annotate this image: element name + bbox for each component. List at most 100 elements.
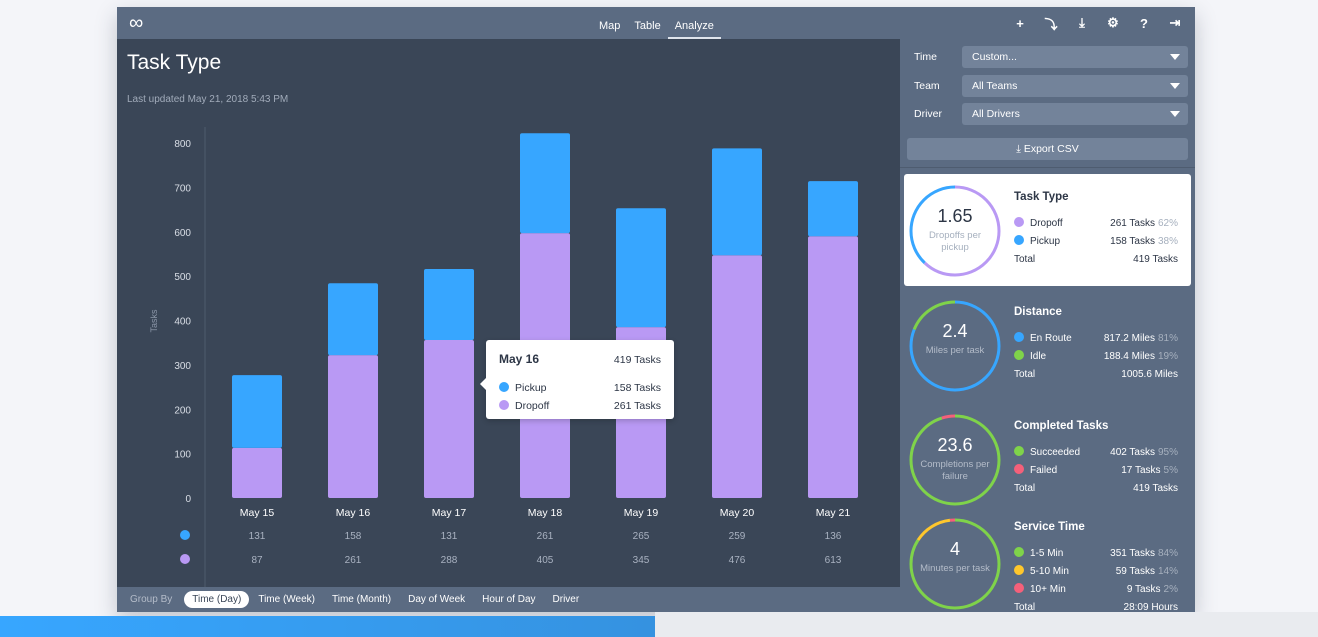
donut-segment-idle [909, 300, 1001, 392]
row-percent: 19% [1157, 351, 1178, 362]
bar-pickup-may-18 [520, 133, 570, 234]
team-select[interactable]: All Teams [962, 75, 1188, 97]
card-total-row: Total 1005.6 Miles [1014, 369, 1178, 383]
filter-driver: Driver All Drivers [900, 103, 1195, 125]
table-value-dropoff: 87 [251, 555, 263, 566]
x-tick-label: May 16 [336, 507, 371, 519]
driver-select[interactable]: All Drivers [962, 103, 1188, 125]
metric-card-task-type[interactable]: 1.65 Dropoffs per pickup Task Type Dropoff 2… [904, 174, 1191, 286]
divider [900, 167, 1195, 168]
bar-dropoff-may-15 [232, 447, 282, 498]
total-label: Total [1014, 602, 1036, 612]
table-value-pickup: 158 [345, 531, 362, 542]
table-value-pickup: 136 [825, 531, 842, 542]
metric-caption: Completions per failure [920, 459, 990, 482]
row-value: 9 Tasks 2% [1127, 584, 1178, 595]
y-tick-label: 300 [174, 361, 191, 372]
filter-team-label: Team [914, 80, 940, 92]
legend-dot-icon [1014, 547, 1024, 558]
time-select[interactable]: Custom... [962, 46, 1188, 68]
total-label: Total [1014, 369, 1036, 380]
export-csv-button[interactable]: ⤓ Export CSV [907, 138, 1188, 160]
tooltip-total: 419 Tasks [613, 354, 661, 366]
help-icon[interactable]: ? [1140, 15, 1148, 31]
app-window: ∞ Map Table Analyze + ⤵ ⤓ ⚙ ? ⇥ Task Typ… [117, 7, 1195, 612]
row-amount: 17 Tasks [1121, 465, 1161, 476]
row-percent: 14% [1157, 566, 1178, 577]
group-by-hour-of-day[interactable]: Hour of Day [482, 594, 536, 605]
donut-segment-pickup [909, 185, 1001, 277]
total-value: 28:09 Hours [1123, 602, 1178, 612]
metric-value: 1.65 [937, 206, 973, 226]
row-value: 17 Tasks 5% [1121, 465, 1178, 476]
nav-analyze[interactable]: Analyze [667, 7, 721, 39]
row-amount: 158 Tasks [1110, 236, 1155, 247]
metric-value: 23.6 [937, 435, 973, 455]
caret-down-icon [1170, 111, 1180, 117]
dropoff-dot-icon [499, 400, 509, 411]
chart-tooltip: May 16 419 Tasks Pickup 158 Tasks Dropof… [480, 340, 674, 419]
group-by-driver[interactable]: Driver [552, 594, 580, 605]
row-percent: 38% [1157, 236, 1178, 247]
plus-icon[interactable]: + [1016, 15, 1024, 31]
metric-card-service-time[interactable]: 4 Minutes per task Service Time 1-5 Min 351 … [904, 507, 1191, 612]
total-value: 419 Tasks [1133, 483, 1178, 494]
table-value-dropoff: 261 [345, 555, 362, 566]
group-by-day-of-week[interactable]: Day of Week [408, 594, 466, 605]
gear-icon[interactable]: ⚙ [1107, 15, 1119, 30]
bar-pickup-may-15 [232, 375, 282, 448]
row-value: 817.2 Miles 81% [1104, 333, 1178, 344]
legend-dot-icon [1014, 235, 1024, 246]
export-csv-label: Export CSV [1023, 143, 1079, 155]
group-by-time-month[interactable]: Time (Month) [332, 594, 392, 605]
metric-card-distance[interactable]: 2.4 Miles per task Distance En Route 817.2 M… [904, 289, 1191, 401]
bar-pickup-may-17 [424, 269, 474, 341]
donut-ring [909, 300, 1001, 392]
row-label: 5-10 Min [1030, 566, 1069, 577]
row-amount: 188.4 Miles [1103, 351, 1155, 362]
group-by-time-week[interactable]: Time (Week) [258, 594, 315, 605]
logout-icon[interactable]: ⇥ [1169, 15, 1181, 30]
donut-segment-10+-min [909, 518, 1001, 610]
nav-map[interactable]: Map [599, 20, 621, 32]
row-value: 351 Tasks 84% [1110, 548, 1178, 559]
metric-value: 2.4 [942, 321, 968, 341]
metric-caption: Minutes per task [920, 563, 990, 574]
row-label: Pickup [1030, 236, 1061, 247]
group-by-bar: Group By Time (Day) Time (Week) Time (Mo… [117, 587, 900, 612]
row-amount: 261 Tasks [1110, 218, 1155, 229]
legend-dot-icon [1014, 332, 1024, 343]
table-value-dropoff: 288 [441, 555, 458, 566]
sidebar: Time Custom... Team All Teams Driver All… [900, 39, 1195, 612]
tooltip-row-dropoff: Dropoff 261 Tasks [499, 400, 661, 414]
donut-ring [909, 414, 1001, 506]
download-icon[interactable]: ⤓ [1079, 15, 1085, 30]
x-tick-label: May 15 [240, 507, 275, 519]
row-percent: 5% [1163, 465, 1178, 476]
legend-dot-icon [1014, 217, 1024, 228]
infinity-logo-icon[interactable]: ∞ [129, 12, 144, 34]
import-icon[interactable]: ⤵ [1044, 16, 1058, 32]
card-row-succeeded: Succeeded 402 Tasks 95% [1014, 446, 1178, 461]
total-value: 1005.6 Miles [1121, 369, 1178, 380]
legend-dropoff-dot-icon [180, 554, 190, 564]
group-by-label: Group By [130, 594, 173, 605]
tooltip-date: May 16 [499, 352, 540, 366]
row-amount: 402 Tasks [1110, 447, 1155, 458]
nav-table[interactable]: Table [634, 20, 661, 32]
group-by-time-day[interactable]: Time (Day) [184, 591, 250, 608]
blue-banner [0, 616, 655, 637]
bar-pickup-may-21 [808, 181, 858, 237]
card-title: Task Type [1014, 191, 1069, 203]
card-row-5-10-min: 5-10 Min 59 Tasks 14% [1014, 565, 1178, 580]
bar-pickup-may-16 [328, 283, 378, 356]
time-select-value: Custom... [972, 51, 1017, 63]
top-bar: ∞ Map Table Analyze + ⤵ ⤓ ⚙ ? ⇥ [117, 7, 1195, 39]
metric-card-completed-tasks[interactable]: 23.6 Completions per failure Completed Tas… [904, 403, 1191, 515]
filter-time: Time Custom... [900, 46, 1195, 68]
row-value: 261 Tasks 62% [1110, 218, 1178, 229]
row-value: 59 Tasks 14% [1116, 566, 1178, 577]
card-row-dropoff: Dropoff 261 Tasks 62% [1014, 217, 1178, 232]
card-total-row: Total 28:09 Hours [1014, 602, 1178, 612]
driver-select-value: All Drivers [972, 108, 1020, 120]
